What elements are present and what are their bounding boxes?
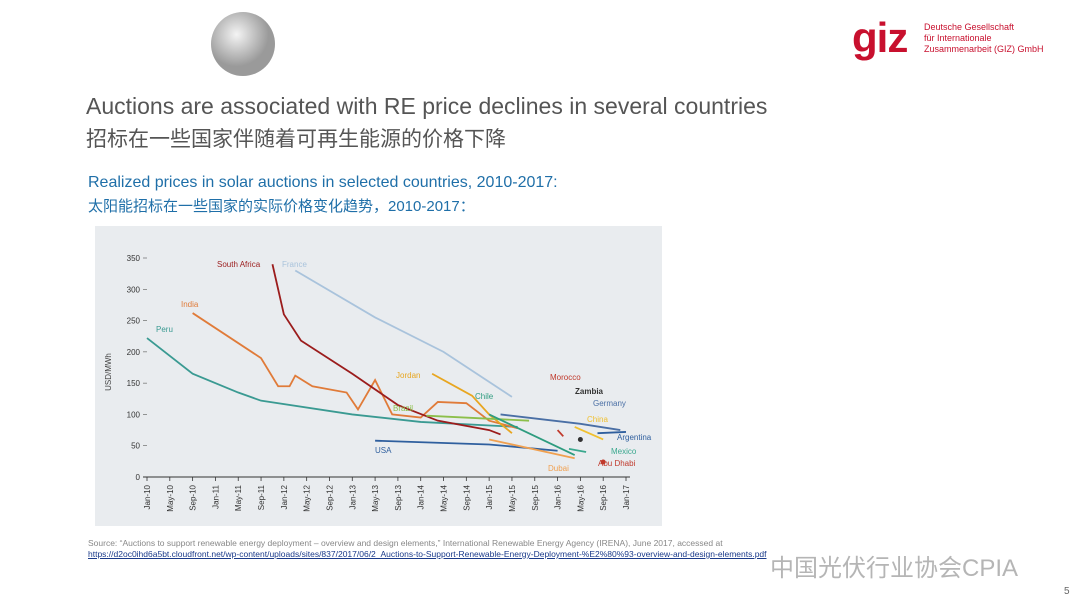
y-tick-label: 350: [127, 254, 141, 263]
x-tick-label: May-11: [234, 484, 243, 511]
series-label: Argentina: [617, 433, 652, 442]
y-tick-label: 50: [131, 442, 140, 451]
y-tick-label: 200: [127, 348, 141, 357]
series-line: [488, 438, 575, 460]
series-label: Germany: [593, 399, 626, 408]
series-line: [192, 312, 518, 430]
series-label: Peru: [156, 325, 173, 334]
series-line: [574, 426, 604, 441]
x-tick-label: Sep-16: [599, 484, 608, 510]
series-line: [431, 372, 513, 434]
series-label: Chile: [475, 392, 494, 401]
series-line: [556, 429, 564, 437]
series-label: Jordan: [396, 371, 420, 380]
series-label: China: [587, 415, 608, 424]
series-label: Morocco: [550, 373, 581, 382]
series-label: South Africa: [217, 260, 261, 269]
series-line: [597, 431, 627, 435]
x-tick-label: Sep-13: [394, 484, 403, 510]
chart-background: [95, 226, 662, 526]
x-tick-label: May-14: [440, 484, 449, 511]
x-tick-label: Jan-16: [554, 484, 563, 509]
x-tick-label: May-13: [371, 484, 380, 511]
y-tick-label: 100: [127, 410, 141, 419]
y-axis-label: USD/MWh: [104, 353, 113, 391]
x-tick-label: Sep-15: [531, 484, 540, 510]
x-tick-label: Jan-10: [143, 484, 152, 509]
y-tick-label: 250: [127, 317, 141, 326]
watermark: 中国光伏行业协会CPIA: [770, 555, 1019, 582]
series-line: [488, 413, 576, 456]
series-label: Dubai: [548, 464, 569, 473]
series-line: [294, 269, 513, 398]
title-cn: 招标在一些国家伴随着可再生能源的价格下降: [86, 128, 506, 151]
x-tick-label: Jan-11: [211, 484, 220, 508]
x-tick-label: Jan-14: [417, 484, 426, 509]
series-label: Mexico: [611, 447, 637, 456]
x-tick-label: Jan-17: [622, 484, 631, 509]
series-label: India: [181, 300, 199, 309]
series-line: [568, 447, 587, 453]
x-tick-label: May-12: [303, 484, 312, 511]
x-tick-label: Sep-12: [325, 484, 334, 510]
globe: [211, 12, 275, 76]
series-line: [426, 414, 530, 422]
series-label: USA: [375, 446, 392, 455]
source: Source: “Auctions to support renewable e…: [88, 538, 723, 548]
series-label: Brazil: [393, 404, 413, 413]
page-number: 5: [1064, 586, 1070, 597]
title: Auctions are associated with RE price de…: [86, 93, 768, 119]
x-tick-label: May-15: [508, 484, 517, 511]
org-line: für Internationale: [924, 33, 992, 43]
x-tick-label: Sep-10: [189, 484, 198, 510]
series-line: [500, 413, 621, 431]
x-tick-label: May-10: [166, 484, 175, 511]
series-line: [146, 337, 518, 428]
x-tick-label: May-16: [576, 484, 585, 511]
series-label: France: [282, 260, 307, 269]
org-line: Deutsche Gesellschaft: [924, 22, 1015, 32]
y-tick-label: 150: [127, 379, 141, 388]
org-name: Deutsche Gesellschaft für Internationale…: [924, 22, 1044, 55]
x-tick-label: Jan-12: [280, 484, 289, 509]
source-url[interactable]: https://d2oc0ihd6a5bt.cloudfront.net/wp-…: [88, 549, 767, 559]
y-tick-label: 0: [136, 473, 141, 482]
x-tick-label: Sep-14: [462, 484, 471, 510]
series-line: [271, 264, 501, 436]
series-point: [577, 436, 583, 442]
series-label: Zambia: [575, 387, 604, 396]
series-label: Abu Dhabi: [598, 459, 636, 468]
org-line: Zusammenarbeit (GIZ) GmbH: [924, 44, 1044, 54]
chart-subtitle-cn: 太阳能招标在一些国家的实际价格变化趋势，2010-2017：: [88, 198, 475, 215]
y-tick-label: 300: [127, 285, 141, 294]
chart-subtitle: Realized prices in solar auctions in sel…: [88, 174, 558, 191]
logo: giz: [852, 14, 908, 61]
x-tick-label: Jan-13: [348, 484, 357, 509]
series-point: [600, 459, 606, 465]
x-tick-label: Jan-15: [485, 484, 494, 509]
x-tick-label: Sep-11: [257, 484, 266, 510]
